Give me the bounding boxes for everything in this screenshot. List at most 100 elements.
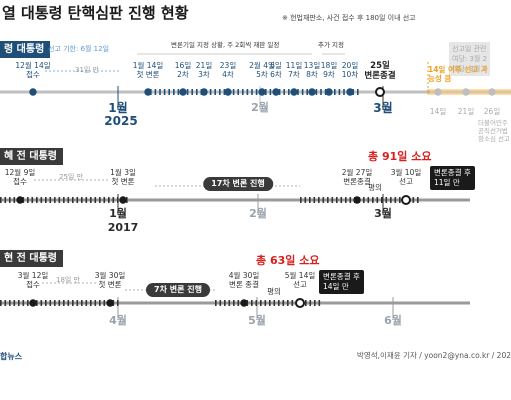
s2-day-tick [99,197,101,203]
s2-month-mar: 3월 [374,207,392,220]
s1-day-tick [237,89,239,95]
s1-day-tick [315,89,318,95]
s3-event-marker [29,299,37,307]
s1-month-jan: 1월 [108,101,128,115]
s1-event-marker [325,88,333,96]
s1-day-tick [251,89,253,95]
s2-day-tick [399,197,401,203]
s1-day-tick [357,89,359,95]
s2-event-first-hearing: 1월 3일 첫 변론 [110,168,136,186]
s3-day-tick [278,300,280,306]
s1-day-tick [232,89,235,95]
s2-day-tick [72,197,74,203]
s1-event-marker [224,88,232,96]
s1-day-tick [168,89,170,95]
s3-day-tick [228,300,231,306]
s3-day-tick [4,300,7,306]
s2-day-tick [322,197,325,203]
s2-day-tick [327,197,329,203]
s2-day-tick [36,197,38,203]
s2-day-tick [54,197,56,203]
s3-day-tick [58,300,61,306]
s2-day-tick [331,197,334,203]
s1-event-marker [29,88,37,96]
s1-event-first-hearing: 1월 14일 첫 변론 [132,61,164,79]
s3-day-tick [67,300,70,306]
page-title: 열 대통령 탄핵심판 진행 현황 [2,4,189,22]
s2-event-marker [16,196,24,204]
s3-event-filed: 3월 12일 접수 [17,271,49,289]
s1-month-mar: 3월 [373,101,393,115]
s1-event-marker [346,88,354,96]
s2-event-verdict: 3월 10일 선고 [390,168,422,186]
section-2-verdict-box: 변론종결 후 11일 만 [430,166,475,190]
s1-day-tick [338,89,341,95]
s2-deliberation: 평의 [368,183,382,192]
s2-day-tick [112,197,115,203]
s2-day-tick [390,197,392,203]
section-2-total: 총 91일 소요 [368,150,432,163]
s1-candidate-14: 14일 [429,107,447,116]
s1-day-tick [159,89,161,95]
s3-day-tick [0,300,2,306]
s2-day-tick [90,197,92,203]
s3-day-tick [40,300,43,306]
s3-day-tick [9,300,11,306]
s1-day-tick [242,89,244,95]
s2-day-tick [81,197,83,203]
s2-day-tick [13,197,16,203]
s2-day-tick [345,197,347,203]
section-2-label: 혜 전 대통령 [0,148,63,165]
s3-day-tick [27,300,29,306]
s1-closing-marker [375,87,385,97]
s3-day-tick [282,300,285,306]
s2-month-jan: 1월 [109,207,127,220]
section-1-label: 령 대통령 [0,41,51,58]
court-note: ※ 헌법재판소, 사건 접수 후 180일 이내 선고 [282,14,416,22]
s2-day-tick [117,197,119,203]
s1-day-tick [306,89,308,95]
s2-day-tick [318,197,320,203]
s1-day-tick [186,89,189,95]
s3-day-tick [13,300,16,306]
s3-day-tick [255,300,258,306]
s1-day-tick [173,89,175,95]
s2-day-tick [85,197,88,203]
s1-day-tick [163,89,166,95]
s2-day-tick [103,197,106,203]
s3-day-tick [264,300,267,306]
s3-deliberation: 평의 [267,287,281,296]
s1-event-marker [258,88,266,96]
s1-event-7th: 11일 7차 [285,61,303,79]
s1-event-3rd: 21일 3차 [195,61,213,79]
s3-day-tick [273,300,276,306]
s2-day-tick [94,197,97,203]
s1-event-filed: 12월 14일 접수 [15,61,51,79]
s2-day-tick [372,197,374,203]
section-1-deadline: 선고 기한: 6월 12일 [48,45,110,53]
s3-month-jun: 6월 [384,314,402,327]
s3-day-tick [287,300,289,306]
s3-day-tick [103,300,106,306]
s3-day-tick [117,300,119,306]
s1-day-tick [301,89,304,95]
s1-day-tick [320,89,322,95]
s2-day-tick [417,197,419,203]
s2-day-tick [40,197,43,203]
s2-day-tick [76,197,79,203]
s2-day-tick [4,197,7,203]
s2-day-tick [58,197,61,203]
s3-day-tick [63,300,65,306]
s1-candidate-marker [434,88,442,96]
s2-event-filed: 12월 9일 접수 [4,168,36,186]
s3-event-first-hearing: 3월 30일 첫 변론 [94,271,126,289]
s2-day-tick [349,197,352,203]
s2-day-tick [300,197,302,203]
s3-day-tick [76,300,79,306]
section-3-total: 총 63일 소요 [256,254,320,267]
s1-month-feb: 2월 [251,101,269,114]
s1-event-closing: 25일 변론종결 [364,61,396,81]
s3-day-tick [237,300,240,306]
s1-candidate-marker [488,88,496,96]
section-1-note-schedule: 변론기일 지정 상황, 주 2회씩 재판 일정 [171,41,280,49]
